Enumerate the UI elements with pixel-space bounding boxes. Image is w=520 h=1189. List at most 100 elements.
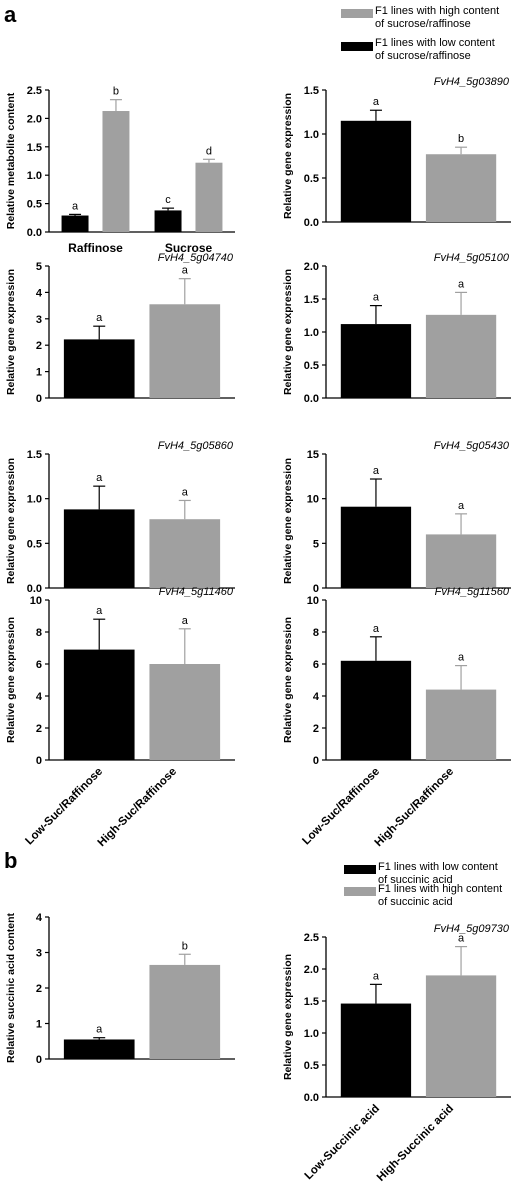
- panel-label-b: b: [4, 848, 17, 873]
- bar: [63, 1039, 135, 1059]
- bar: [63, 649, 135, 760]
- legend-label-line: F1 lines with high content: [375, 5, 499, 17]
- y-tick-label: 0: [313, 583, 319, 595]
- chart-title: FvH4_5g05100: [434, 252, 510, 264]
- chart-title: FvH4_5g11560: [435, 586, 510, 598]
- y-tick-label: 0: [36, 755, 42, 767]
- legend-label-line: of sucrose/raffinose: [375, 50, 471, 62]
- significance-letter: a: [458, 652, 465, 664]
- significance-letter: a: [96, 472, 103, 484]
- chart-4: 0.0 0.5 1.0 1.5 2.0 Relative gene expression F…: [282, 252, 511, 405]
- significance-letter: a: [182, 265, 189, 277]
- charts-layer: 0.0 0.5 1.0 1.5 2.0 2.5 Relative metabolite co…: [5, 76, 511, 1104]
- y-tick-label: 10: [30, 595, 42, 607]
- chart-2: 0.0 0.5 1.0 1.5 Relative gene expression FvH4…: [282, 76, 511, 229]
- legend-label-line: F1 lines with low content: [375, 37, 495, 49]
- y-tick-label: 1.0: [27, 170, 42, 182]
- significance-letter: a: [458, 278, 465, 290]
- chart-6: 0 5 10 15 Relative gene expression FvH4_5g054…: [282, 440, 511, 595]
- y-tick-label: 0: [36, 1054, 42, 1066]
- y-tick-label: 4: [36, 691, 43, 703]
- chart-7: 0 2 4 6 8 10 Relative gene expression FvH4_5g11…: [5, 586, 235, 767]
- chart-10: 0.0 0.5 1.0 1.5 2.0 2.5 Relative gene expressi…: [282, 923, 511, 1104]
- y-tick-label: 0: [36, 393, 42, 405]
- x-tick-label: Low-Suc/Raffinose: [300, 766, 382, 848]
- legend-swatch: [344, 887, 376, 896]
- chart-9: 0 1 2 3 4 Relative succinic acid content a b: [5, 912, 235, 1066]
- bar: [340, 324, 412, 398]
- y-tick-label: 2.0: [304, 964, 319, 976]
- y-tick-label: 0.5: [27, 199, 42, 211]
- significance-letter: b: [182, 940, 188, 952]
- x-tick-label: Low-Suc/Raffinose: [23, 766, 105, 848]
- x-tick-label: High-Suc/Raffinose: [96, 766, 179, 849]
- bar: [425, 314, 497, 398]
- category-label: Raffinose: [68, 241, 123, 255]
- y-tick-label: 1.5: [27, 142, 42, 154]
- y-tick-label: 0.5: [304, 360, 319, 372]
- y-tick-label: 1.0: [27, 494, 42, 506]
- chart-5: 0.0 0.5 1.0 1.5 Relative gene expression FvH4…: [5, 440, 235, 595]
- significance-letter: a: [373, 292, 380, 304]
- legend-swatch: [344, 865, 376, 874]
- y-tick-label: 0.5: [304, 1060, 319, 1072]
- y-tick-label: 0.0: [304, 1092, 319, 1104]
- y-tick-label: 1: [36, 1019, 42, 1031]
- bar: [425, 534, 497, 588]
- bar: [425, 689, 497, 760]
- significance-letter: a: [72, 200, 79, 212]
- legend-label-line: of sucrose/raffinose: [375, 18, 471, 30]
- y-axis-label: Relative succinic acid content: [5, 913, 17, 1063]
- y-tick-label: 1.5: [27, 449, 42, 461]
- y-tick-label: 1: [36, 367, 42, 379]
- bar: [149, 304, 221, 398]
- y-tick-label: 0: [313, 755, 319, 767]
- y-tick-label: 1.5: [304, 294, 319, 306]
- significance-letter: a: [373, 970, 380, 982]
- y-tick-label: 2.5: [27, 85, 42, 97]
- y-tick-label: 6: [36, 659, 42, 671]
- significance-letter: a: [373, 623, 380, 635]
- y-tick-label: 0.0: [27, 227, 42, 239]
- legend-swatch: [341, 9, 373, 18]
- y-tick-label: 1.0: [304, 327, 319, 339]
- chart-title: FvH4_5g05860: [158, 440, 234, 452]
- y-axis-label: Relative metabolite content: [5, 92, 17, 229]
- y-tick-label: 1.5: [304, 996, 319, 1008]
- panel-label-a: a: [4, 2, 17, 27]
- y-tick-label: 4: [36, 912, 43, 924]
- significance-letter: b: [113, 86, 119, 98]
- y-axis-label: Relative gene expression: [282, 617, 294, 743]
- legend-label: F1 lines with high content of sucrose/raf…: [375, 5, 499, 30]
- y-tick-label: 2: [36, 983, 42, 995]
- y-tick-label: 6: [313, 659, 319, 671]
- y-tick-label: 10: [307, 494, 319, 506]
- y-axis-label: Relative gene expression: [282, 93, 294, 219]
- legend-label: F1 lines with high content of succinic ac…: [378, 883, 502, 908]
- chart-title: FvH4_5g09730: [434, 923, 510, 935]
- y-tick-label: 2: [36, 723, 42, 735]
- y-axis-label: Relative gene expression: [5, 617, 17, 743]
- x-tick-label: Low-Succinic acid: [303, 1103, 382, 1182]
- chart-title: FvH4_5g11460: [159, 586, 234, 598]
- y-tick-label: 0.0: [304, 217, 319, 229]
- bar: [149, 519, 221, 588]
- legend-label-line: of succinic acid: [378, 874, 453, 886]
- y-tick-label: 3: [36, 948, 42, 960]
- y-tick-label: 2.5: [304, 932, 319, 944]
- x-tick-label: High-Succinic acid: [375, 1103, 456, 1184]
- y-tick-label: 2: [313, 723, 319, 735]
- significance-letter: a: [96, 605, 103, 617]
- y-tick-label: 1.0: [304, 129, 319, 141]
- chart-3: 0 1 2 3 4 5 Relative gene expression FvH4_5g047…: [5, 252, 235, 405]
- category-label: Sucrose: [165, 241, 213, 255]
- y-tick-label: 1.5: [304, 85, 319, 97]
- legend-label-line: F1 lines with high content: [378, 883, 502, 895]
- y-tick-label: 1.0: [304, 1028, 319, 1040]
- significance-letter: a: [96, 1024, 103, 1036]
- bar: [340, 1003, 412, 1097]
- x-tick-label: High-Suc/Raffinose: [373, 766, 456, 849]
- y-axis-label: Relative gene expression: [282, 954, 294, 1080]
- significance-letter: a: [458, 500, 465, 512]
